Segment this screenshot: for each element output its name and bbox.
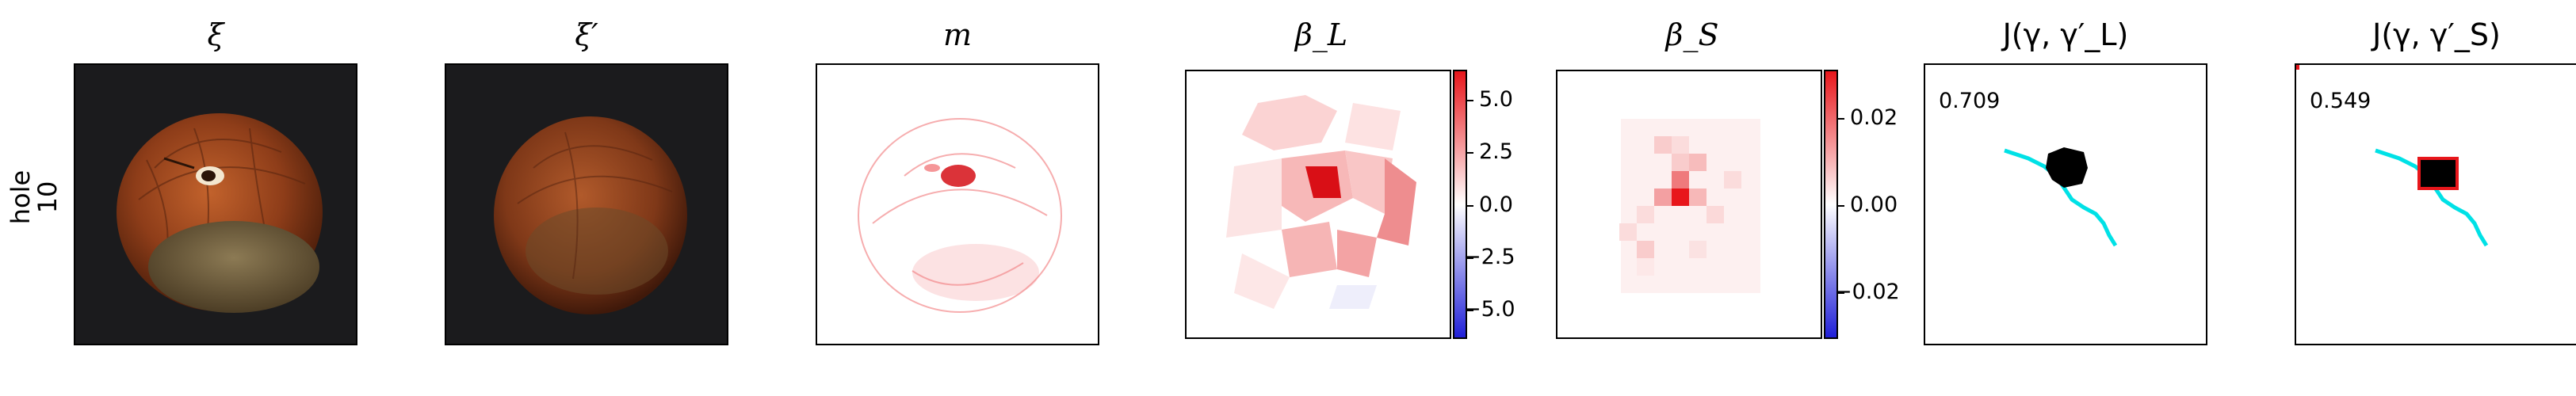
jaccard-score-l: 0.709 [1939,89,2001,113]
panel-title-m: m [942,17,973,52]
image-xi-prime [445,63,728,345]
beta-l-segment-map [1226,95,1416,309]
tick-mark [1467,205,1473,207]
panel-title-xi-prime: ξ′ [575,17,598,52]
image-jaccard-l [1924,63,2207,345]
colorbar-beta-l [1453,70,1467,339]
difference-map-drawing [858,118,1062,313]
image-m [816,63,1099,345]
panel-title-jaccard-l: J(γ, γ′_L) [2002,17,2129,52]
colorbar-tick-label: 5.0 [1479,87,1513,112]
colorbar-tick-label: 0.02 [1850,105,1898,130]
row-label-line2: 10 [32,181,63,214]
panel-title-beta-s: β_S [1665,17,1719,52]
image-beta-s [1556,70,1822,339]
beta-s-grid-map [1619,119,1760,293]
tick-mark [1467,310,1473,311]
tick-mark [1838,118,1844,120]
colorbar-tick-label: −5.0 [1463,297,1515,322]
colorbar-beta-s [1824,70,1838,339]
jaccard-l-overlay [2004,147,2118,247]
hazelnut-original-drawing [117,113,323,313]
tick-mark [1838,205,1844,207]
panel-title-beta-l: β_L [1294,17,1348,52]
image-jaccard-s [2295,63,2576,345]
colorbar-tick-label: 0.0 [1479,192,1513,217]
row-label: hole 10 [6,169,63,225]
jaccard-score-s: 0.549 [2310,89,2372,113]
tick-mark [1467,100,1473,101]
colorbar-tick-label: 0.00 [1850,192,1898,217]
tick-mark [1467,152,1473,154]
panel-title-xi: ξ [207,17,224,52]
image-xi [74,63,357,345]
colorbar-tick-label: 2.5 [1479,139,1513,164]
jaccard-s-overlay [2296,65,2489,247]
colorbar-tick-label: −0.02 [1834,280,1900,304]
tick-mark [1838,292,1844,294]
colorbar-tick-label: −2.5 [1463,245,1515,269]
hazelnut-reconstruction-drawing [494,116,687,314]
image-beta-l [1185,70,1451,339]
row-label-line1: hole [6,169,36,225]
tick-mark [1467,257,1473,259]
panel-title-jaccard-s: J(γ, γ′_S) [2372,17,2501,52]
